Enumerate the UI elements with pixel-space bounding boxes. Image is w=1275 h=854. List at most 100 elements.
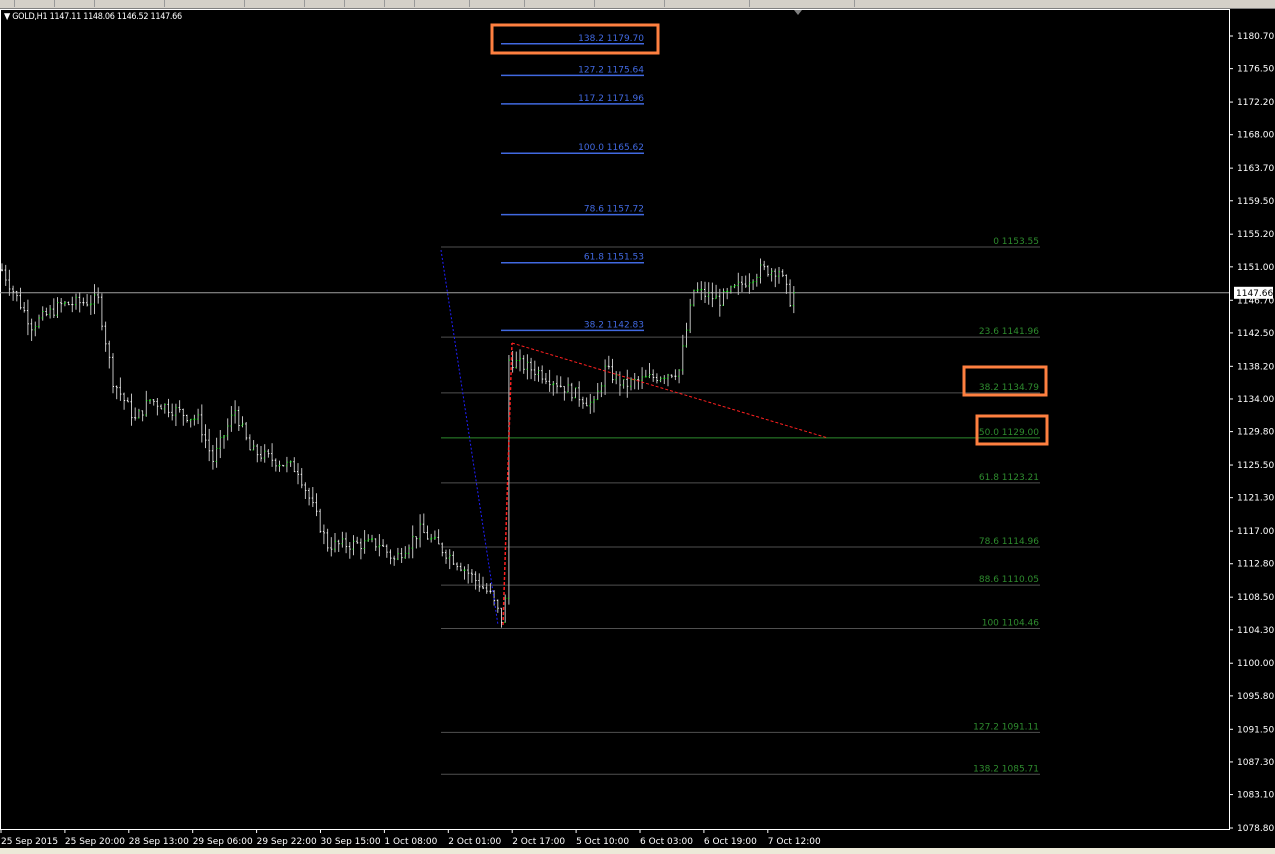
candle (378, 534, 381, 557)
y-tick-label: 1163.70 (1237, 164, 1274, 174)
candle (308, 487, 311, 506)
candle (404, 546, 407, 559)
candle (411, 525, 414, 559)
highlight-box (490, 23, 660, 55)
toolbar-button[interactable] (735, 0, 750, 7)
candle (718, 288, 721, 317)
y-tick-label: 1142.50 (1237, 329, 1274, 339)
x-tick-label: 28 Sep 13:00 (129, 837, 189, 847)
y-tick-label: 1129.80 (1237, 428, 1274, 438)
candle (519, 349, 521, 372)
candle (537, 366, 540, 382)
candle (186, 414, 188, 423)
y-tick-label: 1134.00 (1237, 395, 1274, 405)
candle (234, 400, 237, 424)
candle (134, 407, 137, 421)
candle (304, 482, 307, 500)
candle (408, 544, 410, 559)
candle (15, 290, 18, 302)
candle (49, 305, 52, 319)
toolbar-button[interactable] (290, 0, 305, 7)
candle (345, 532, 348, 554)
candle (145, 390, 148, 417)
candle (600, 382, 603, 398)
candle (267, 449, 270, 458)
chart-frame (0, 9, 1230, 830)
candle (441, 542, 444, 557)
candle (607, 355, 610, 370)
candle (663, 375, 666, 385)
candle (785, 274, 788, 294)
toolbar-button[interactable] (840, 0, 855, 7)
candle (348, 542, 351, 559)
fib-retracement-label: 38.2 1134.79 (979, 383, 1039, 393)
candle (226, 418, 229, 441)
candle (385, 544, 388, 558)
candle (729, 285, 732, 294)
toolbar-button[interactable] (40, 0, 55, 7)
candle (137, 408, 140, 419)
toolbar-button[interactable] (650, 0, 665, 7)
candle (644, 369, 647, 378)
toolbar-button[interactable] (400, 0, 415, 7)
candle (604, 359, 607, 395)
candle (556, 375, 558, 394)
candle (200, 404, 203, 443)
toolbar-button[interactable] (455, 0, 470, 7)
candle (652, 369, 655, 382)
candle (75, 293, 77, 310)
candle (297, 463, 299, 485)
candle (722, 288, 725, 306)
x-tick-label: 2 Oct 01:00 (448, 837, 501, 847)
fib-retracement-label: 138.2 1085.71 (973, 764, 1039, 774)
candle (559, 376, 562, 388)
candle (622, 378, 625, 389)
candle (674, 369, 677, 381)
toolbar-button[interactable] (330, 0, 345, 7)
candle (4, 264, 7, 286)
candle (692, 289, 695, 307)
candle (160, 404, 163, 410)
price-chart[interactable]: 1180.70 1176.50 1172.20 1168.00 1163.70 1159.… (0, 9, 1275, 848)
candle (252, 440, 255, 451)
candle (174, 403, 177, 427)
candle (641, 367, 644, 389)
candle (330, 537, 333, 557)
candle (755, 273, 758, 287)
candle (1, 263, 3, 272)
candle (82, 297, 85, 306)
candle (78, 292, 81, 313)
toolbar-button[interactable] (0, 0, 15, 7)
terminal-tabs-bar (0, 848, 1275, 854)
toolbar-button[interactable] (580, 0, 595, 7)
candle (541, 365, 544, 384)
x-tick-label: 29 Sep 06:00 (193, 837, 253, 847)
fib-trendline-blue (440, 249, 499, 626)
candle (759, 258, 762, 284)
candle (123, 392, 126, 410)
candle (271, 443, 274, 467)
candle (456, 562, 459, 571)
candle (352, 535, 355, 556)
x-tick-label: 2 Oct 17:00 (512, 837, 565, 847)
candle (530, 357, 533, 380)
toolbar-button[interactable] (230, 0, 245, 7)
candle (282, 464, 285, 467)
candle (197, 408, 200, 425)
candle (300, 468, 303, 489)
toolbar-button[interactable] (510, 0, 525, 7)
candle (655, 373, 658, 384)
trendline-red-down (511, 342, 829, 439)
y-tick-label: 1112.80 (1237, 560, 1274, 570)
candle (193, 414, 196, 426)
toolbar-button[interactable] (370, 0, 385, 7)
toolbar-button[interactable] (150, 0, 165, 7)
candle (12, 285, 15, 301)
candle (678, 369, 681, 384)
toolbar-button[interactable] (80, 0, 95, 7)
candle (526, 354, 529, 380)
candle (700, 281, 703, 301)
candle (41, 306, 44, 321)
candle (670, 374, 673, 379)
candle (189, 418, 192, 428)
